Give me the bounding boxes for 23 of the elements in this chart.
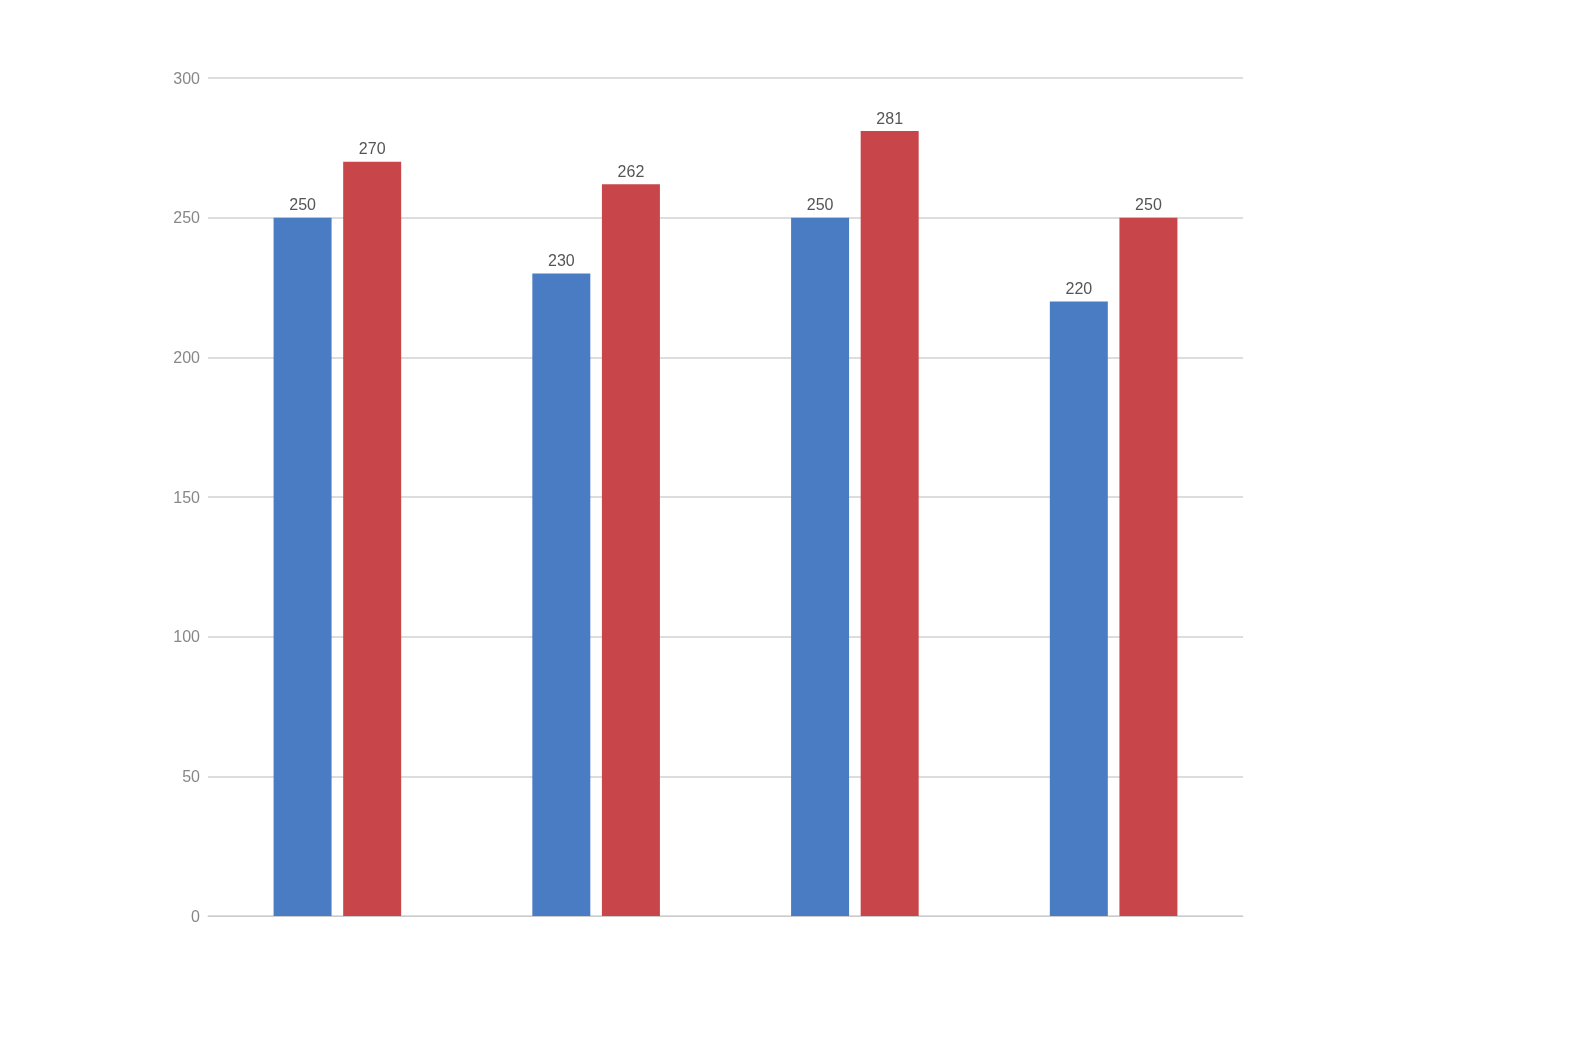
- data-label: 250: [1135, 196, 1162, 214]
- bar: [532, 273, 591, 916]
- y-tick-label: 100: [173, 628, 201, 646]
- data-label: 250: [806, 196, 834, 214]
- y-tick-label: 200: [173, 348, 201, 366]
- bar: [1119, 217, 1178, 916]
- bar: [343, 161, 402, 916]
- bar: [791, 217, 850, 916]
- data-label: 220: [1065, 279, 1093, 297]
- data-label: 281: [876, 109, 904, 127]
- y-tick-label: 250: [173, 209, 201, 227]
- bar: [273, 217, 332, 916]
- y-tick-label: 0: [191, 907, 201, 925]
- data-label: 250: [289, 196, 317, 214]
- data-label: 270: [358, 140, 386, 158]
- y-tick-label: 50: [182, 767, 201, 785]
- bar: [1049, 301, 1108, 916]
- data-label: 230: [547, 252, 575, 270]
- y-tick-label: 150: [173, 488, 201, 506]
- data-label: 262: [617, 162, 645, 180]
- bar: [860, 131, 919, 916]
- bar: [601, 184, 660, 916]
- y-tick-label: 300: [173, 69, 201, 87]
